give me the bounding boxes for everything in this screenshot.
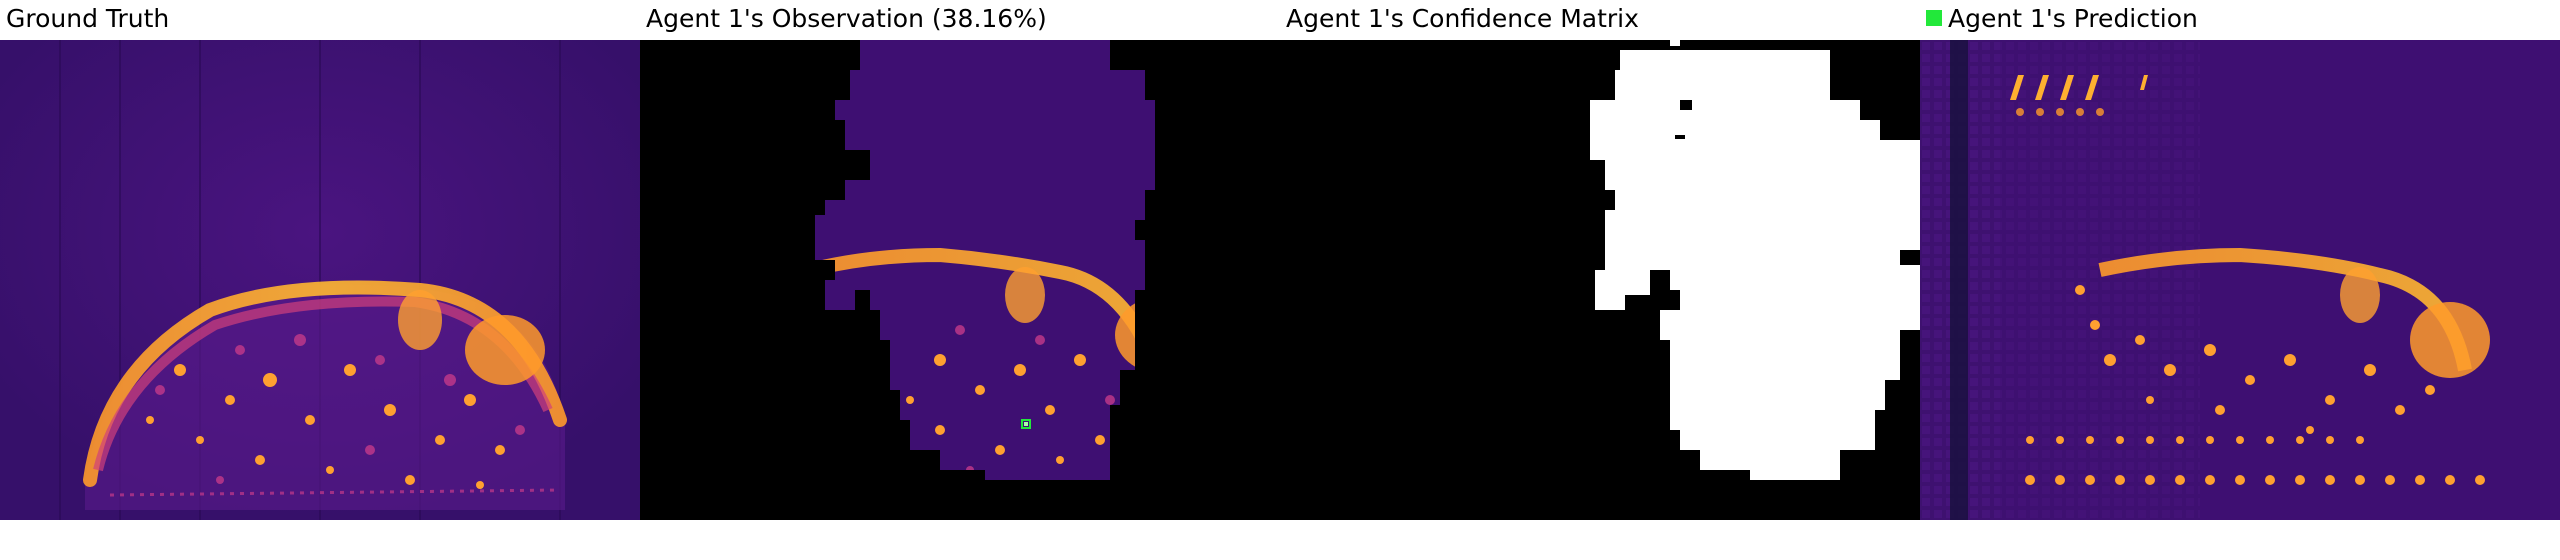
ground-truth-title: Ground Truth [6,4,170,33]
agent-position-marker [1021,419,1031,429]
agent-marker-legend-icon [1926,10,1942,26]
observation-panel [640,40,1280,520]
prediction-panel [1920,40,2560,520]
confidence-panel [1280,40,1920,520]
observation-title: Agent 1's Observation (38.16%) [646,4,1047,33]
confidence-title: Agent 1's Confidence Matrix [1286,4,1639,33]
observation-heatmap [640,40,1280,520]
prediction-title-label: Agent 1's Prediction [1948,4,2198,33]
prediction-title: Agent 1's Prediction [1926,0,2198,38]
confidence-matrix [1280,40,1920,520]
prediction-heatmap [1920,40,2560,520]
ground-truth-heatmap [0,40,640,520]
ground-truth-panel [0,40,640,520]
